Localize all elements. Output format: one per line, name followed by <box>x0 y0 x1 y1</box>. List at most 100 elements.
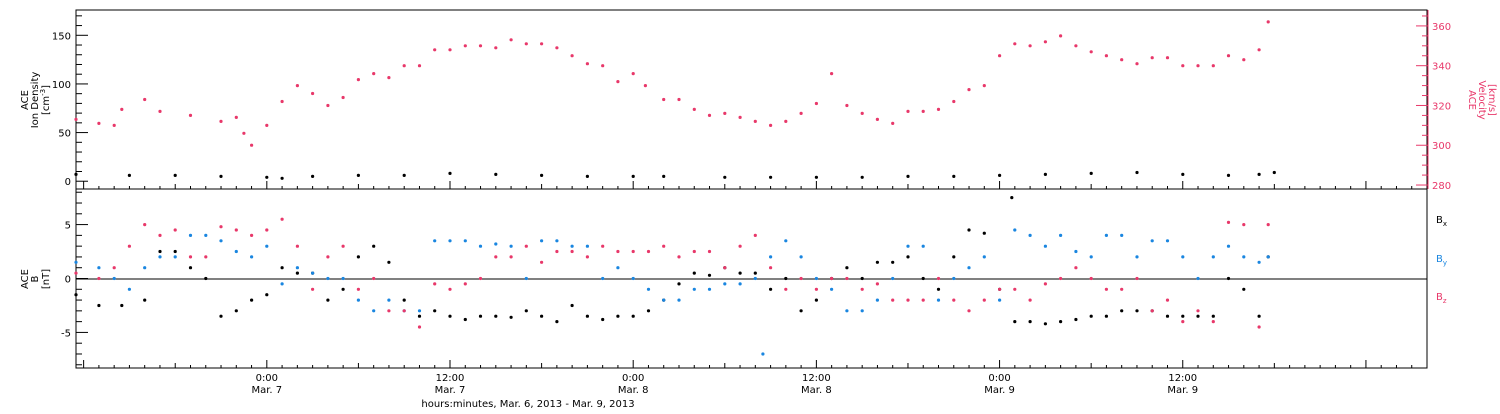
bz-point <box>830 276 834 281</box>
bz-point <box>921 298 925 302</box>
by-point <box>341 276 345 281</box>
density-point <box>631 174 635 178</box>
by-point <box>952 276 956 281</box>
by-point <box>692 287 696 291</box>
bz-point <box>1196 309 1200 313</box>
by-point <box>387 298 391 302</box>
velocity-point <box>860 111 864 115</box>
velocity-point <box>1242 58 1246 62</box>
bz-point <box>616 249 620 254</box>
bz-point <box>433 282 437 286</box>
bz-point <box>494 255 498 259</box>
bz-point <box>555 249 559 254</box>
bz-point <box>173 228 177 232</box>
bx-point <box>295 271 299 275</box>
velocity-tick-label: 300 <box>1432 141 1451 152</box>
bx-point <box>707 273 712 277</box>
bx-point <box>326 298 330 302</box>
density-axis-label-line2: Ion Density <box>30 72 41 129</box>
velocity-axis-label-line3: [km/s] <box>1486 84 1497 116</box>
velocity-point <box>387 76 391 80</box>
velocity-point <box>265 123 269 127</box>
bx-point <box>891 260 895 264</box>
by-point <box>1181 255 1185 259</box>
velocity-point <box>280 99 284 104</box>
velocity-point <box>753 119 757 123</box>
bx-point <box>372 244 376 248</box>
velocity-point <box>1074 44 1078 48</box>
bx-point <box>631 314 635 318</box>
x-tick-label-date: Mar. 7 <box>435 385 466 396</box>
x-axis-title: hours:minutes, Mar. 6, 2013 - Mar. 9, 20… <box>421 399 634 410</box>
bx-point <box>158 249 162 254</box>
velocity-point <box>402 64 406 68</box>
by-point <box>1226 244 1231 248</box>
b-axis-unit: [nT] <box>41 269 52 289</box>
velocity-point <box>1257 48 1261 52</box>
by-point <box>570 244 574 248</box>
data-points <box>74 20 1276 356</box>
velocity-point <box>921 109 925 113</box>
bz-point <box>707 249 712 254</box>
bz-point <box>204 255 208 259</box>
density-unit-close: ] <box>41 85 52 89</box>
bz-point <box>1089 276 1093 281</box>
b-axis-ticks: -5 0 5 <box>61 191 88 366</box>
velocity-point <box>448 48 452 52</box>
velocity-point <box>692 107 696 111</box>
density-point <box>952 174 956 178</box>
bx-point <box>120 303 124 308</box>
bx-point <box>1211 314 1215 318</box>
by-point <box>753 276 757 281</box>
bx-point <box>845 266 849 270</box>
density-point <box>1181 172 1185 176</box>
by-point <box>250 255 254 259</box>
b-axis-label-line2: B <box>30 275 41 282</box>
bz-point <box>127 244 131 248</box>
bz-point <box>356 287 360 291</box>
by-point <box>761 352 765 356</box>
x-tick-label-date: Mar. 9 <box>1167 385 1198 396</box>
legend-bx-base: B <box>1436 215 1443 226</box>
legend-by: By <box>1436 254 1447 267</box>
bx-point <box>875 260 880 264</box>
by-point <box>662 298 666 302</box>
by-point <box>845 309 849 313</box>
bz-point <box>1120 287 1124 291</box>
by-point <box>1196 276 1200 281</box>
by-point <box>372 309 376 313</box>
density-tick-label: 0 <box>65 177 71 188</box>
x-tick-label-date: Mar. 9 <box>984 385 1015 396</box>
density-axis-ticks: 0 50 100 150 <box>52 15 88 188</box>
bz-point <box>509 255 513 259</box>
velocity-point <box>540 42 544 46</box>
bz-point <box>524 244 528 248</box>
density-axis-label-line1: ACE <box>20 90 31 110</box>
by-point <box>631 276 635 281</box>
by-point <box>158 255 162 259</box>
bx-point <box>478 314 483 318</box>
by-point <box>112 276 116 281</box>
velocity-point <box>738 115 742 119</box>
bx-point <box>143 298 147 302</box>
velocity-point <box>250 143 254 147</box>
bx-point <box>417 314 422 318</box>
bz-point <box>891 298 895 302</box>
by-point <box>1089 255 1093 259</box>
by-point <box>875 298 880 302</box>
bz-point <box>875 282 880 286</box>
by-point <box>646 287 651 291</box>
velocity-point <box>723 111 727 115</box>
bx-point <box>906 255 910 259</box>
velocity-point <box>1226 54 1231 58</box>
velocity-point <box>1013 42 1017 46</box>
density-point <box>280 176 284 180</box>
bx-point <box>402 298 406 302</box>
x-tick-label-time: 0:00 <box>622 373 644 384</box>
bz-point <box>74 271 78 275</box>
b-axis-label-line1: ACE <box>20 269 31 289</box>
bx-point <box>1196 314 1200 318</box>
bz-point <box>250 233 254 237</box>
bz-point <box>1074 266 1078 270</box>
bx-point <box>1257 314 1261 318</box>
